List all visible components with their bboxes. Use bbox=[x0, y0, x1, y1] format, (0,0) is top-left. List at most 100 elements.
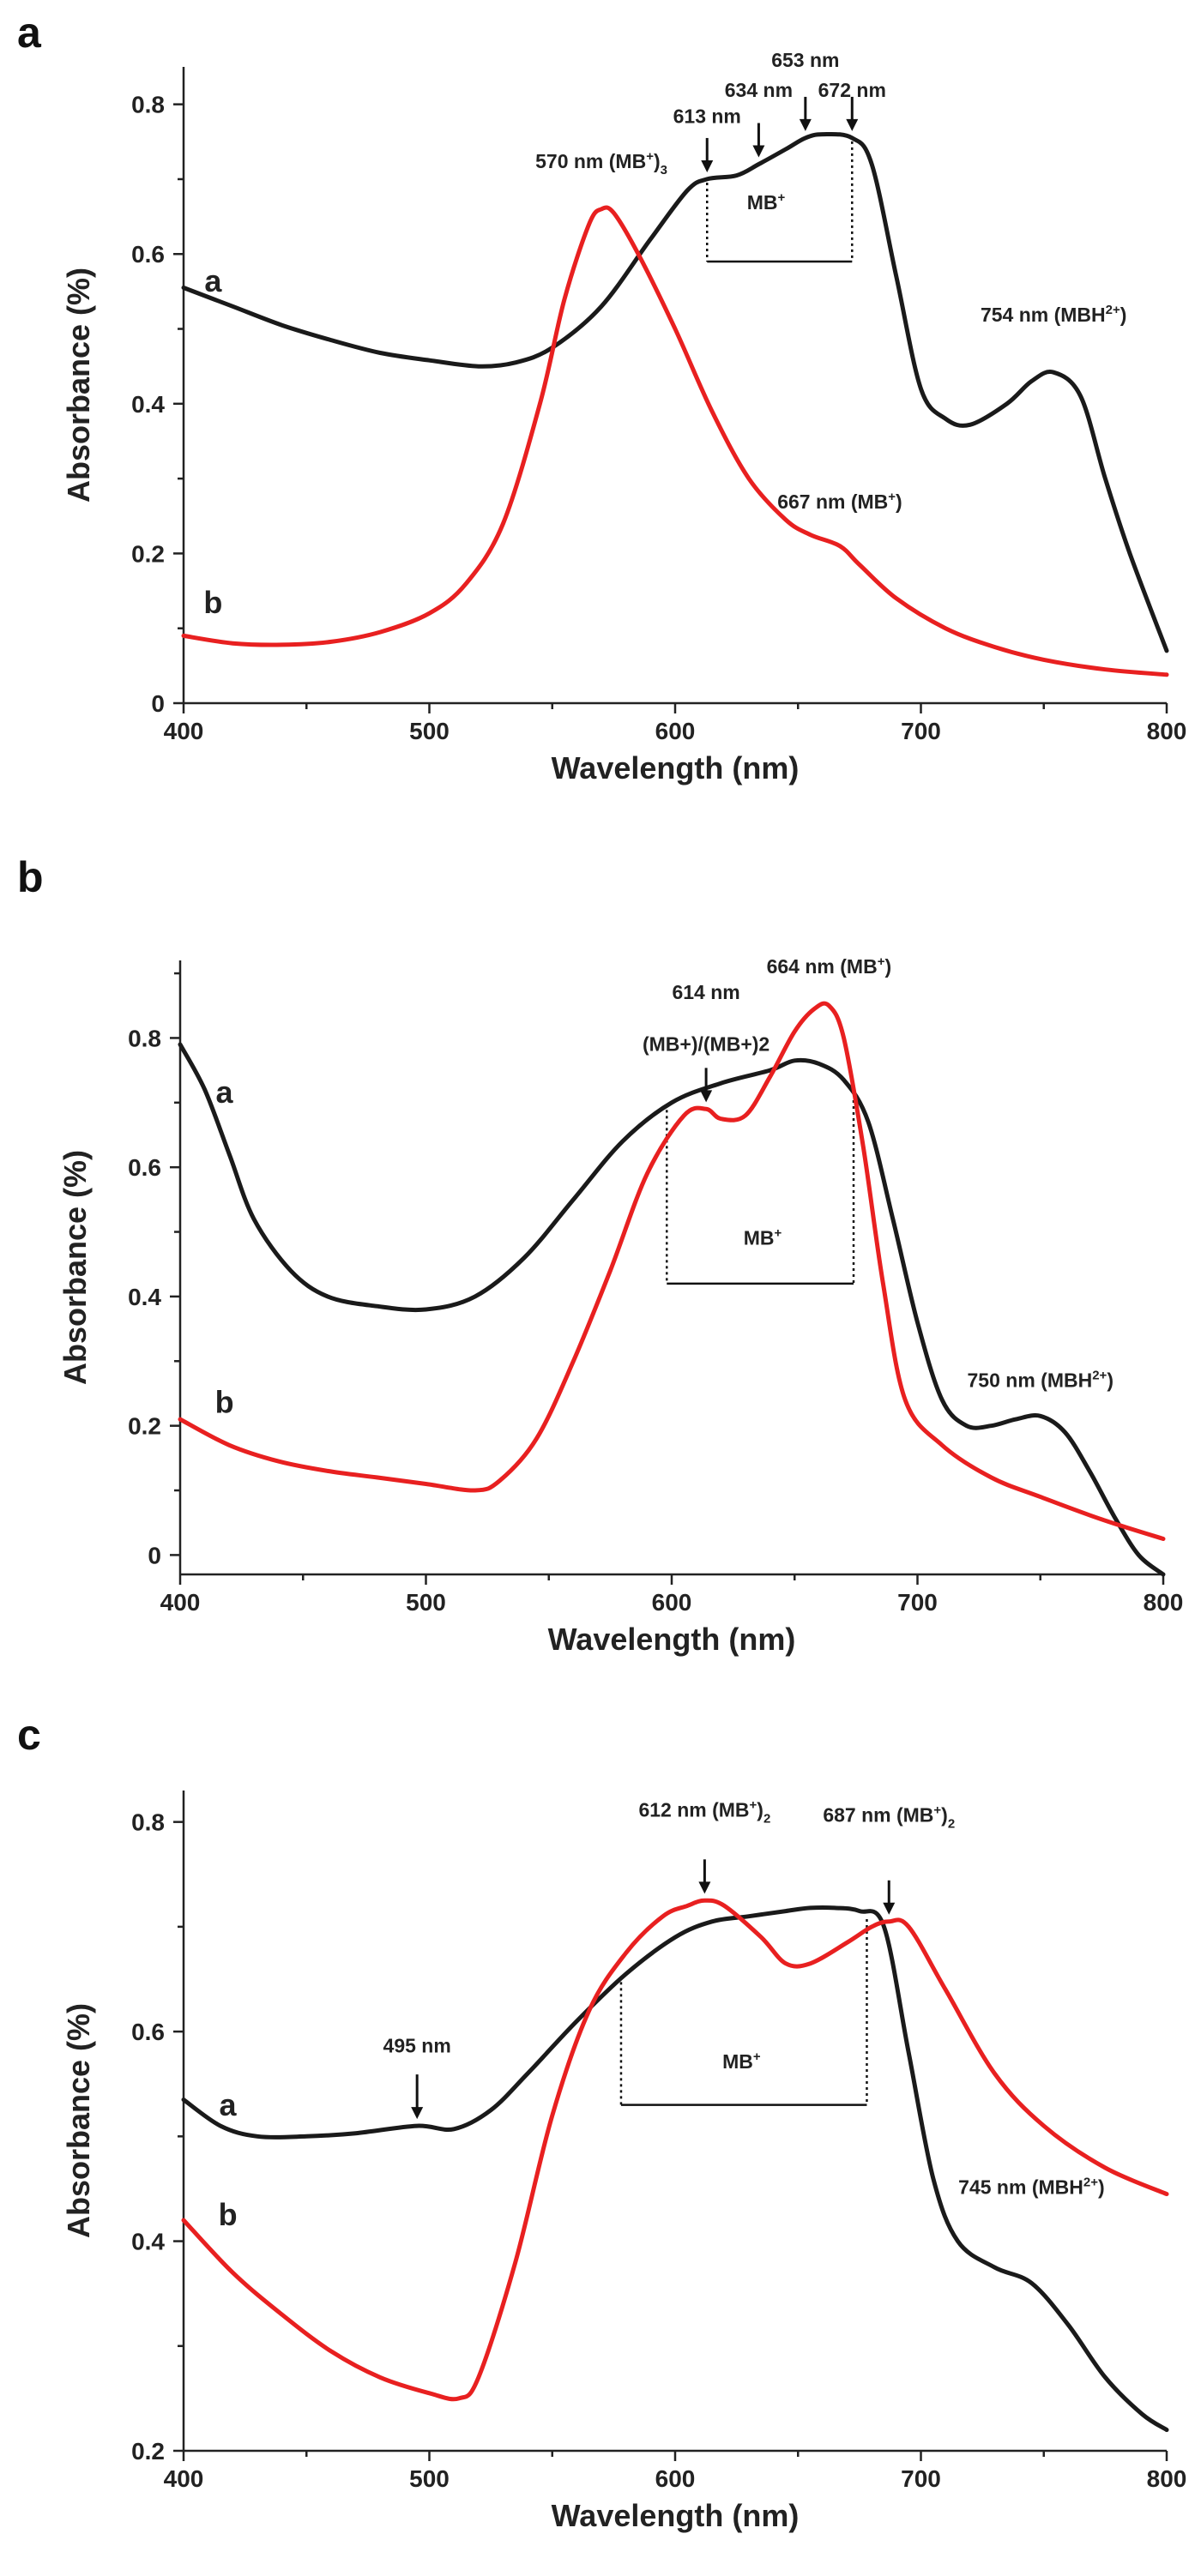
y-axis-title: Absorbance (%) bbox=[57, 1150, 93, 1385]
y-axis-title: Absorbance (%) bbox=[61, 268, 96, 503]
arrow-head bbox=[752, 145, 765, 158]
annotation-0-sup: + bbox=[750, 1798, 757, 1813]
x-axis-title: Wavelength (nm) bbox=[552, 750, 800, 785]
arrow-head bbox=[700, 1090, 713, 1103]
x-tick-label: 500 bbox=[409, 2465, 450, 2492]
panel-letter: b bbox=[17, 853, 44, 901]
x-tick-label: 600 bbox=[655, 2465, 696, 2492]
annotation-4-main: 570 nm (MB bbox=[535, 150, 646, 172]
annotation-0-sub: 2 bbox=[763, 1812, 770, 1827]
annotation-7-main: 667 nm (MB bbox=[777, 491, 888, 513]
annotation-4-sup: + bbox=[646, 149, 654, 164]
annotation-2-main: 664 nm (MB bbox=[767, 955, 878, 978]
panel-c: c 400 500 600 700 800 0.2 0.4 0.6 0.8 Wavelength (… bbox=[17, 1711, 1186, 2533]
series-b-line bbox=[181, 1898, 1169, 2402]
x-tick-label: 800 bbox=[1144, 1589, 1184, 1616]
curve-label-a: a bbox=[216, 1074, 234, 1110]
annotation-4-sup: 2+ bbox=[1083, 2176, 1098, 2190]
annotation-0-main: 612 nm (MB bbox=[638, 1799, 749, 1821]
series-a-line bbox=[181, 1905, 1169, 2433]
panel-b: b 400 500 600 700 800 0 0.2 0.4 0.6 0.8 Wavelength … bbox=[17, 853, 1183, 1657]
x-tick-label: 400 bbox=[164, 2465, 204, 2492]
annotation-7-suffix: ) bbox=[896, 491, 902, 513]
x-tick-label: 800 bbox=[1147, 2465, 1187, 2492]
x-tick-label: 400 bbox=[160, 1589, 201, 1616]
arrow-head bbox=[701, 159, 714, 172]
annotation-3-main: MB bbox=[744, 1227, 775, 1249]
y-tick-label: 0.2 bbox=[131, 540, 165, 567]
annotation-4: 570 nm (MB+)3 bbox=[535, 149, 667, 178]
x-tick-label: 700 bbox=[901, 718, 941, 744]
arrow-head bbox=[698, 1881, 711, 1894]
annotation-1-suffix: ) bbox=[941, 1804, 948, 1827]
y-tick-label: 0.8 bbox=[128, 1025, 161, 1051]
annotation-4-sub: 3 bbox=[661, 163, 667, 178]
y-tick-label: 0.8 bbox=[131, 1809, 165, 1836]
annotation-2-main: 672 nm bbox=[818, 79, 886, 101]
curve-label-b: b bbox=[219, 2197, 238, 2232]
annotation-5-main: MB bbox=[747, 191, 778, 214]
annotation-0-suffix: ) bbox=[757, 1799, 763, 1821]
panel-letter: a bbox=[17, 9, 42, 57]
annotation-3: 613 nm bbox=[673, 105, 741, 127]
y-tick-label: 0.4 bbox=[131, 391, 165, 418]
annotation-1-sub: 2 bbox=[948, 1817, 955, 1832]
arrow-head bbox=[411, 2107, 424, 2120]
annotation-1-sup: + bbox=[933, 1803, 941, 1818]
panel-a: a 400 500 600 700 800 0 0.2 0.4 0.6 0.8 Wavelength … bbox=[17, 9, 1186, 785]
y-tick-label: 0 bbox=[148, 1542, 161, 1568]
annotation-3: MB+ bbox=[744, 1226, 782, 1249]
annotation-2: 495 nm bbox=[383, 2035, 451, 2057]
annotation-5-sup: + bbox=[778, 190, 786, 205]
annotation-4-main: 745 nm (MBH bbox=[958, 2176, 1083, 2199]
y-tick-label: 0.6 bbox=[128, 1154, 161, 1181]
x-tick-label: 500 bbox=[409, 718, 450, 744]
annotation-6-sup: 2+ bbox=[1106, 303, 1120, 317]
annotation-1: 634 nm bbox=[725, 79, 793, 101]
series-a-line bbox=[178, 1042, 1166, 1577]
annotation-3: MB+ bbox=[722, 2049, 761, 2073]
annotation-1-main: 634 nm bbox=[725, 79, 793, 101]
annotation-6-suffix: ) bbox=[1120, 304, 1127, 326]
x-axis-title: Wavelength (nm) bbox=[552, 2498, 800, 2533]
curve-label-a: a bbox=[204, 263, 222, 298]
y-tick-label: 0.4 bbox=[128, 1284, 161, 1310]
annotation-5: MB+ bbox=[747, 190, 786, 214]
series-b-line bbox=[181, 205, 1169, 677]
x-tick-label: 800 bbox=[1147, 718, 1187, 744]
annotation-2-suffix: ) bbox=[884, 955, 891, 978]
annotation-2-sup: + bbox=[878, 954, 885, 969]
x-tick-label: 700 bbox=[897, 1589, 938, 1616]
annotation-6: 754 nm (MBH2+) bbox=[981, 303, 1126, 326]
annotation-0: 614 nm bbox=[672, 981, 739, 1003]
annotation-3-main: MB bbox=[722, 2050, 753, 2073]
annotation-3-main: 613 nm bbox=[673, 105, 741, 127]
annotation-1-main: 687 nm (MB bbox=[823, 1804, 933, 1827]
y-tick-label: 0.2 bbox=[131, 2438, 165, 2465]
annotation-7: 667 nm (MB+) bbox=[777, 490, 902, 513]
curve-label-b: b bbox=[215, 1385, 234, 1420]
x-tick-label: 700 bbox=[901, 2465, 941, 2492]
annotation-4-suffix: ) bbox=[1107, 1369, 1113, 1391]
curve-label-a: a bbox=[220, 2087, 238, 2122]
y-tick-label: 0.6 bbox=[131, 241, 165, 268]
arrow-head bbox=[799, 118, 812, 131]
annotation-2-main: 495 nm bbox=[383, 2035, 451, 2057]
series-a-line bbox=[181, 131, 1169, 653]
annotation-0-main: 653 nm bbox=[771, 49, 839, 71]
y-tick-label: 0.2 bbox=[128, 1413, 161, 1440]
x-axis-title: Wavelength (nm) bbox=[548, 1622, 796, 1657]
annotation-4-suffix: ) bbox=[1098, 2176, 1105, 2199]
x-tick-label: 600 bbox=[652, 1589, 692, 1616]
y-tick-label: 0.4 bbox=[131, 2229, 165, 2255]
annotation-0: 612 nm (MB+)2 bbox=[638, 1798, 770, 1827]
annotation-2: 672 nm bbox=[818, 79, 886, 101]
y-tick-label: 0 bbox=[151, 690, 165, 717]
annotation-3-sup: + bbox=[775, 1226, 782, 1241]
annotation-7-sup: + bbox=[888, 490, 896, 504]
annotation-4: 745 nm (MBH2+) bbox=[958, 2176, 1104, 2199]
annotation-3-sup: + bbox=[753, 2049, 761, 2064]
annotation-2: 664 nm (MB+) bbox=[767, 954, 892, 978]
x-tick-label: 500 bbox=[406, 1589, 446, 1616]
